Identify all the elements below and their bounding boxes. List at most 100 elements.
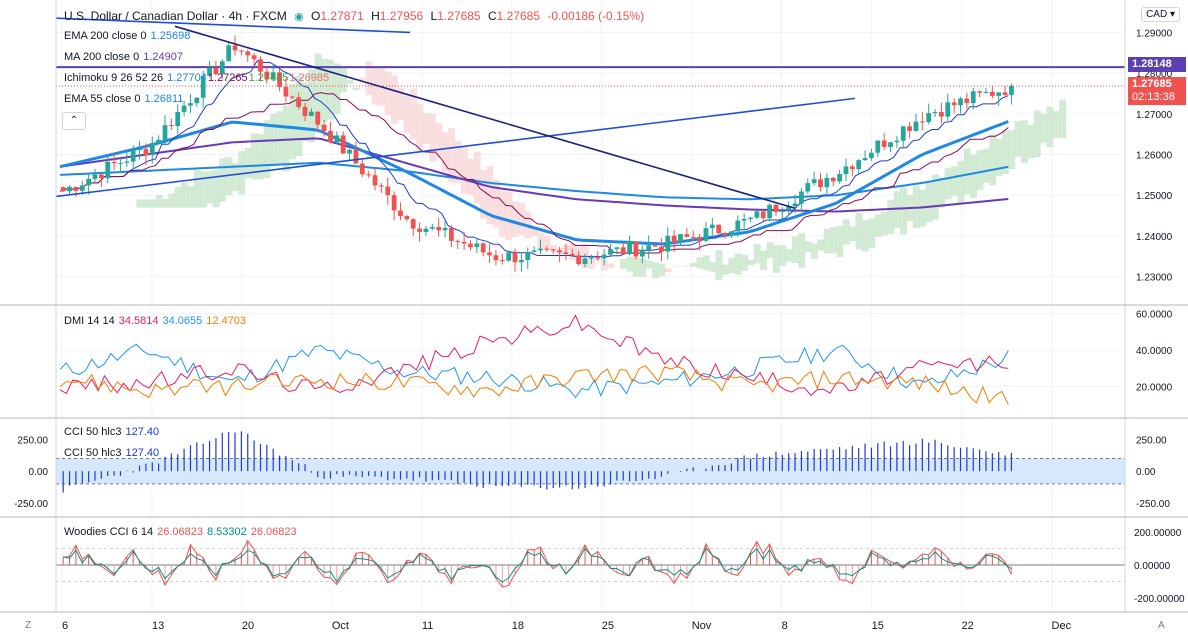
- change-value: -0.00186 (-0.15%): [547, 9, 645, 23]
- cloud-segment: [728, 257, 736, 274]
- ema200-legend[interactable]: EMA 200 close 0 1.25698: [64, 30, 191, 42]
- candle-body: [900, 126, 906, 141]
- candle-body: [856, 160, 862, 170]
- cloud-segment: [779, 245, 787, 267]
- cloud-segment: [174, 187, 182, 208]
- x-tick-label: 11: [422, 620, 433, 632]
- candle-body: [665, 235, 671, 252]
- cloud-segment: [772, 245, 780, 273]
- candle-body: [557, 250, 562, 253]
- symbol-title[interactable]: U.S. Dollar / Canadian Dollar · 4h · FXC…: [64, 9, 287, 23]
- candle-body: [98, 174, 104, 179]
- candle-body: [843, 166, 849, 175]
- candle-body: [595, 257, 601, 259]
- cloud-segment: [346, 79, 354, 84]
- cloud-segment: [359, 77, 367, 81]
- candle-body: [538, 248, 543, 251]
- cloud-segment: [982, 148, 990, 183]
- candle-body: [792, 203, 798, 207]
- candle-body: [118, 162, 123, 164]
- candle-body: [589, 257, 594, 259]
- cloud-segment: [410, 88, 417, 140]
- cci-legend-a[interactable]: CCI 50 hlc3 127.40: [64, 426, 160, 438]
- candle-body: [627, 241, 632, 255]
- candle-body: [531, 250, 537, 252]
- candle-body: [181, 105, 187, 112]
- ma-line: [59, 161, 1009, 201]
- cloud-segment: [957, 160, 965, 204]
- candle-body: [977, 91, 982, 93]
- cloud-segment: [804, 241, 812, 253]
- cloud-segment: [639, 258, 647, 277]
- candle-body: [73, 186, 79, 191]
- ma200-legend[interactable]: MA 200 close 0 1.24907: [64, 51, 183, 63]
- candle-body: [245, 51, 251, 56]
- cloud-segment: [626, 256, 634, 272]
- woodies-legend[interactable]: Woodies CCI 6 14 26.06823 8.53302 26.06823: [64, 526, 297, 538]
- candle-body: [958, 98, 963, 106]
- cloud-segment: [1033, 110, 1041, 157]
- cci-legend-b[interactable]: CCI 50 hlc3 127.40: [64, 447, 160, 459]
- cloud-segment: [276, 111, 284, 166]
- ichimoku-legend[interactable]: Ichimoku 9 26 52 26 1.277041.272651.27485…: [64, 72, 330, 84]
- candle-body: [639, 249, 645, 257]
- bar-countdown: 02:13:38: [1132, 91, 1175, 103]
- cloud-segment: [429, 113, 437, 162]
- candle-body: [60, 187, 66, 192]
- cloud-segment: [1059, 99, 1067, 139]
- cloud-segment: [480, 169, 487, 219]
- candle-body: [519, 260, 524, 263]
- cloud-segment: [1008, 130, 1016, 170]
- cloud-segment: [511, 201, 519, 237]
- cloud-segment: [136, 199, 144, 208]
- collapse-legend-button[interactable]: ⌃: [62, 112, 86, 130]
- candle-body: [735, 220, 741, 232]
- y-tick-label: 1.28000: [1136, 69, 1173, 80]
- candle-body: [111, 161, 117, 164]
- cloud-segment: [467, 158, 475, 195]
- auto-scale-button[interactable]: A: [1158, 620, 1165, 631]
- candles: [60, 35, 1014, 272]
- cloud-segment: [670, 266, 678, 268]
- dmi-legend[interactable]: DMI 14 14 34.5814 34.0655 12.4703: [64, 315, 247, 327]
- candle-body: [945, 102, 951, 117]
- candle-body: [659, 246, 664, 252]
- candle-body: [690, 236, 696, 238]
- cloud-segment: [900, 187, 908, 235]
- cloud-segment: [715, 250, 723, 281]
- market-status-dot: ◉: [294, 11, 304, 23]
- y-tick-label-left: 250.00: [17, 435, 48, 446]
- candle-body: [1002, 92, 1008, 95]
- candle-body: [251, 55, 257, 60]
- timezone-z-button[interactable]: Z: [25, 620, 32, 631]
- ichimoku-line: [59, 92, 1009, 254]
- y-tick-label: 20.0000: [1136, 383, 1173, 394]
- x-tick-label: Dec: [1052, 620, 1072, 632]
- cloud-segment: [976, 150, 984, 191]
- currency-select[interactable]: CAD ▾: [1141, 7, 1180, 22]
- candle-body: [442, 227, 448, 231]
- candle-body: [493, 255, 499, 261]
- ema55-legend[interactable]: EMA 55 close 0 1.26811: [64, 93, 184, 105]
- y-tick-label: -200.00000: [1134, 594, 1185, 605]
- candle-body: [391, 195, 397, 211]
- candle-body: [989, 91, 995, 96]
- candle-body: [398, 210, 403, 216]
- cloud-segment: [403, 95, 411, 133]
- candle-body: [468, 243, 473, 248]
- grid: [56, 0, 1125, 612]
- woodies-pane: [56, 539, 1125, 588]
- cloud-segment: [830, 227, 838, 254]
- candle-body: [302, 106, 308, 116]
- candle-body: [926, 113, 932, 123]
- price-axis-background: [1125, 0, 1188, 634]
- candle-body: [92, 174, 98, 179]
- candle-body: [512, 252, 518, 263]
- candle-body: [461, 241, 467, 244]
- candle-body: [506, 252, 512, 261]
- cloud-segment: [390, 75, 398, 124]
- candle-body: [232, 45, 238, 51]
- cloud-segment: [658, 263, 666, 277]
- trendlines: [55, 17, 856, 210]
